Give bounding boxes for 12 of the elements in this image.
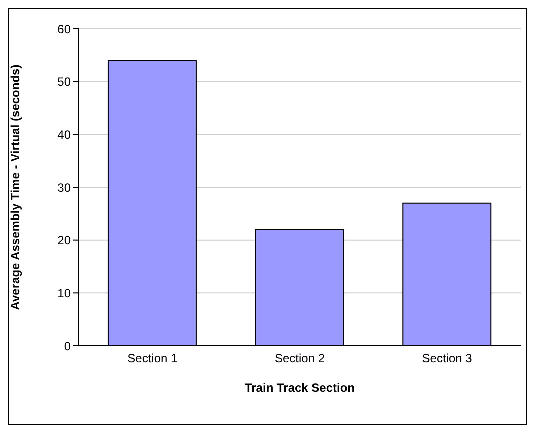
y-tick-label: 60 — [58, 22, 72, 36]
y-tick-label: 0 — [64, 339, 72, 354]
y-tick-label: 10 — [58, 286, 72, 300]
y-tick-label: 20 — [58, 234, 72, 248]
y-tick-label: 30 — [58, 180, 72, 195]
y-tick-label: 50 — [58, 75, 72, 90]
x-tick-label: Section 3 — [422, 352, 473, 366]
x-tick-label: Section 2 — [274, 352, 326, 366]
y-tick-label: 40 — [58, 128, 72, 142]
y-axis-title: Average Assembly Time - Virtual (seconds) — [8, 64, 22, 310]
x-axis-title: Train Track Section — [244, 381, 356, 395]
x-tick-label: Section 1 — [128, 352, 178, 366]
